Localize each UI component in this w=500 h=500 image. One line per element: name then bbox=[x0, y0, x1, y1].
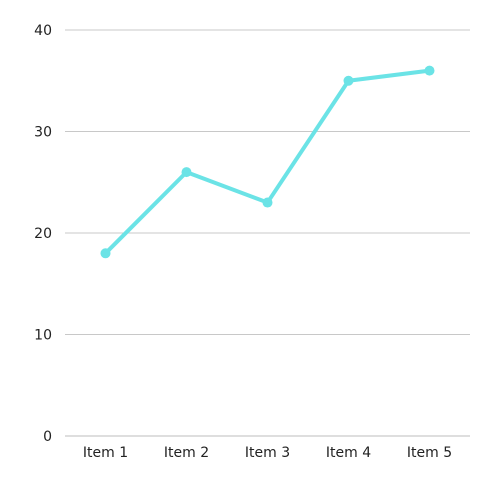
grid bbox=[65, 29, 470, 437]
y-tick-label: 40 bbox=[34, 23, 52, 39]
data-point-5 bbox=[424, 65, 435, 76]
y-axis-ticks: 0 10 20 30 40 bbox=[34, 23, 52, 445]
data-point-4 bbox=[343, 75, 354, 86]
series-line bbox=[103, 68, 432, 256]
y-tick-label: 10 bbox=[34, 328, 52, 344]
y-tick-label: 20 bbox=[34, 226, 52, 242]
data-point-2 bbox=[181, 167, 192, 178]
x-tick-label: Item 3 bbox=[245, 445, 290, 461]
x-tick-label: Item 5 bbox=[407, 445, 452, 461]
x-tick-label: Item 1 bbox=[83, 445, 128, 461]
series-layer bbox=[100, 65, 435, 259]
x-tick-label: Item 4 bbox=[326, 445, 371, 461]
x-tick-label: Item 2 bbox=[164, 445, 209, 461]
x-axis-ticks: Item 1 Item 2 Item 3 Item 4 Item 5 bbox=[83, 445, 452, 461]
y-tick-label: 30 bbox=[34, 125, 52, 141]
data-point-1 bbox=[100, 248, 111, 259]
y-tick-label: 0 bbox=[43, 429, 52, 445]
data-point-3 bbox=[262, 197, 273, 208]
